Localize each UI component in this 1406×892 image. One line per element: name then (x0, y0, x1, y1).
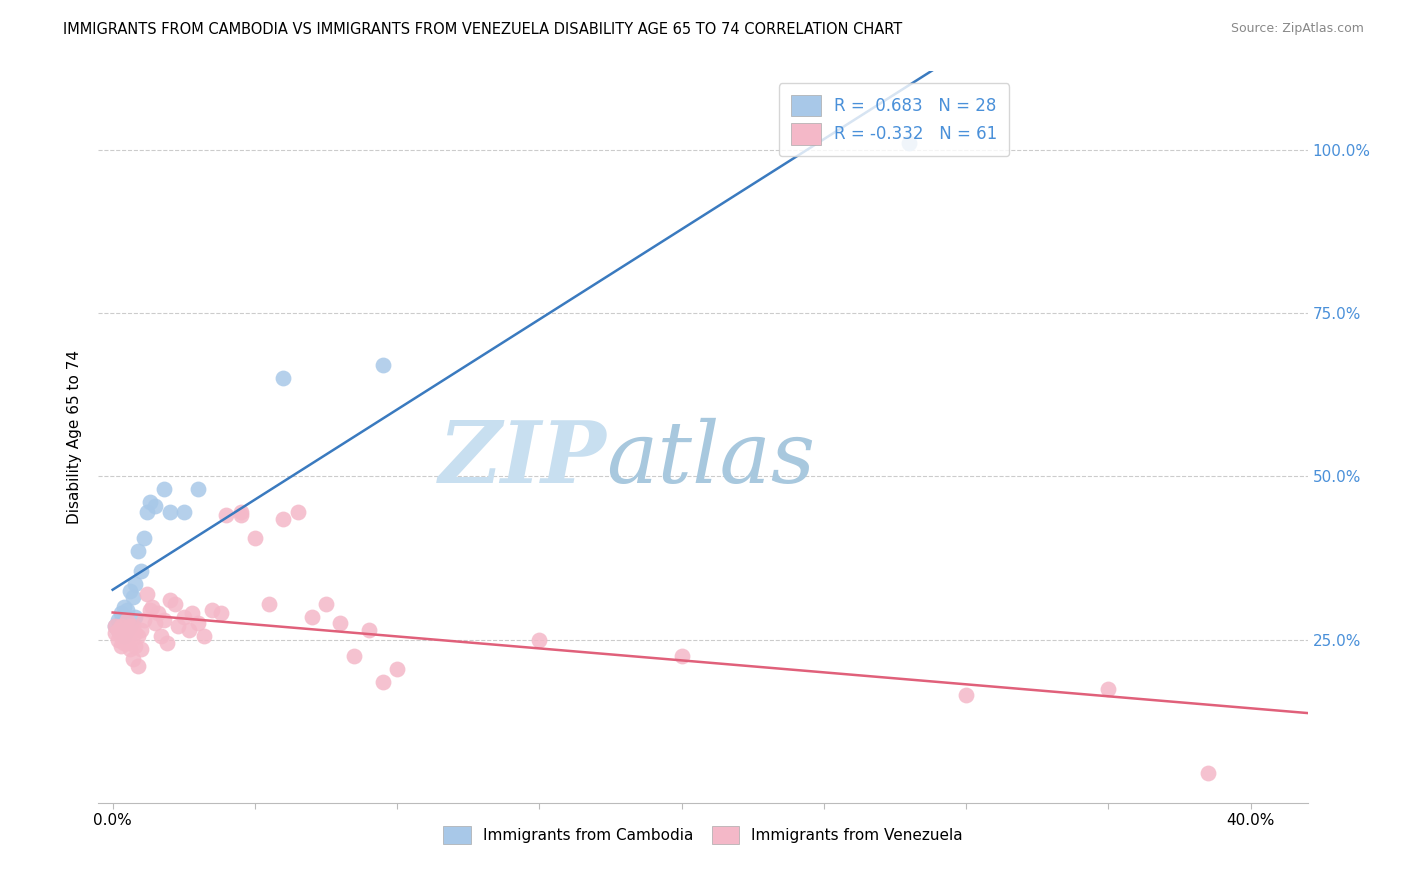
Legend: Immigrants from Cambodia, Immigrants from Venezuela: Immigrants from Cambodia, Immigrants fro… (437, 820, 969, 850)
Point (115, 623, 138, 637)
Point (112, 599, 135, 614)
Point (287, 505, 309, 519)
Point (124, 626, 146, 640)
Point (121, 652, 143, 666)
Point (121, 590, 143, 604)
Point (671, 648, 693, 663)
Point (138, 495, 160, 509)
Text: atlas: atlas (606, 417, 815, 500)
Point (107, 632, 129, 647)
Point (229, 505, 252, 519)
Point (167, 619, 190, 633)
Point (112, 623, 135, 637)
Point (129, 564, 152, 578)
Point (104, 619, 127, 633)
Point (273, 371, 295, 385)
Point (121, 619, 143, 633)
Point (124, 639, 146, 653)
Point (138, 603, 160, 617)
Point (159, 593, 181, 607)
Point (135, 505, 157, 519)
Point (107, 623, 129, 637)
Point (173, 505, 195, 519)
Y-axis label: Disability Age 65 to 74: Disability Age 65 to 74 (67, 350, 83, 524)
Point (156, 636, 179, 650)
Point (357, 623, 380, 637)
Point (159, 505, 181, 519)
Point (181, 607, 204, 621)
Point (229, 508, 252, 523)
Point (115, 603, 138, 617)
Point (315, 597, 337, 611)
Point (110, 639, 132, 653)
Point (107, 623, 129, 637)
Point (257, 597, 280, 611)
Point (115, 613, 138, 627)
Point (115, 629, 138, 643)
Point (110, 619, 132, 633)
Point (1097, 681, 1119, 696)
Point (243, 531, 266, 545)
Point (107, 613, 129, 627)
Point (124, 609, 146, 624)
Point (209, 607, 232, 621)
Point (898, 136, 921, 151)
Point (201, 603, 224, 617)
Point (1197, 766, 1219, 780)
Point (110, 626, 132, 640)
Point (173, 609, 195, 624)
Point (129, 623, 152, 637)
Point (955, 688, 977, 702)
Point (143, 616, 166, 631)
Point (129, 642, 152, 657)
Point (112, 636, 135, 650)
Point (153, 613, 176, 627)
Point (193, 629, 215, 643)
Point (371, 675, 394, 690)
Point (110, 607, 132, 621)
Point (343, 648, 366, 663)
Point (124, 577, 146, 591)
Point (127, 658, 149, 673)
Point (118, 642, 141, 657)
Point (132, 613, 155, 627)
Point (115, 636, 138, 650)
Point (146, 607, 169, 621)
Point (118, 619, 141, 633)
Text: Source: ZipAtlas.com: Source: ZipAtlas.com (1230, 22, 1364, 36)
Point (187, 616, 209, 631)
Point (329, 616, 352, 631)
Point (104, 626, 127, 640)
Point (112, 629, 135, 643)
Point (301, 609, 323, 624)
Point (179, 623, 201, 637)
Point (104, 619, 127, 633)
Point (141, 599, 163, 614)
Point (118, 626, 141, 640)
Point (135, 587, 157, 601)
Point (187, 483, 209, 497)
Point (153, 483, 176, 497)
Point (143, 499, 166, 513)
Point (385, 662, 408, 676)
Point (118, 619, 141, 633)
Point (150, 629, 173, 643)
Point (165, 597, 187, 611)
Point (273, 512, 295, 526)
Text: IMMIGRANTS FROM CAMBODIA VS IMMIGRANTS FROM VENEZUELA DISABILITY AGE 65 TO 74 CO: IMMIGRANTS FROM CAMBODIA VS IMMIGRANTS F… (63, 22, 903, 37)
Point (215, 508, 238, 523)
Point (127, 629, 149, 643)
Point (371, 358, 394, 372)
Point (132, 531, 155, 545)
Point (118, 583, 141, 598)
Point (529, 632, 551, 647)
Point (127, 544, 149, 558)
Point (110, 616, 132, 631)
Point (110, 629, 132, 643)
Text: ZIP: ZIP (439, 417, 606, 500)
